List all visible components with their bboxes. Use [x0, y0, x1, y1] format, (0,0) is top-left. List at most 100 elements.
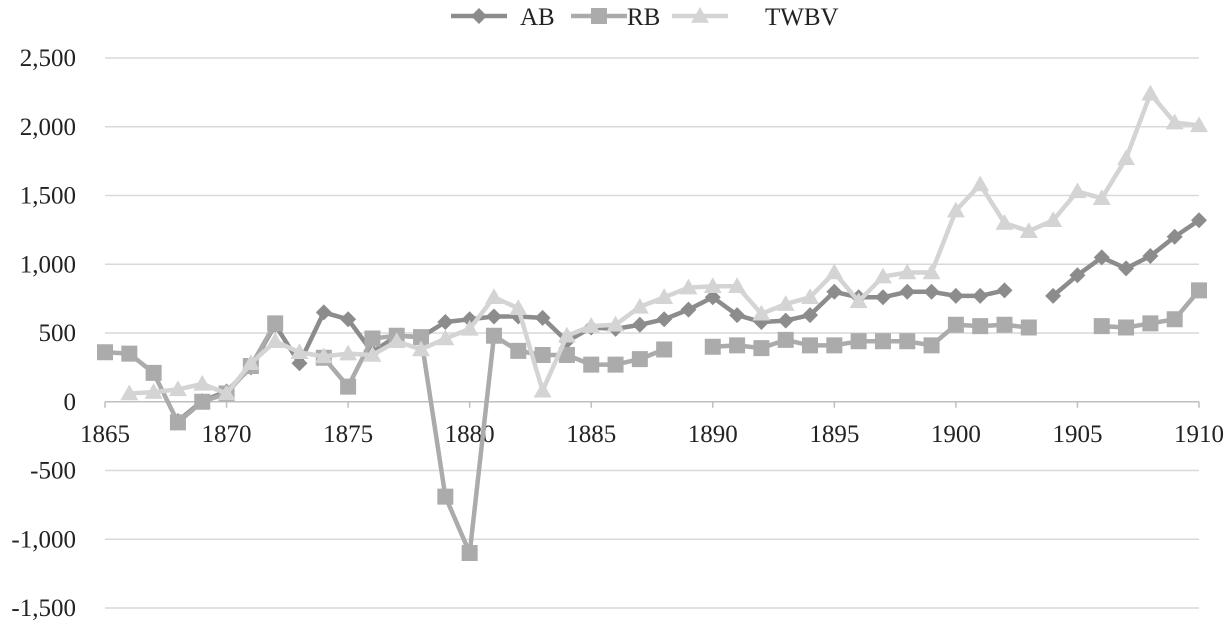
data-point-twbv	[1117, 149, 1136, 166]
data-point-twbv	[703, 277, 722, 293]
data-point-rb	[558, 347, 575, 363]
data-point-twbv	[387, 332, 406, 348]
data-point-rb	[1020, 319, 1037, 336]
data-point-rb	[656, 341, 673, 358]
x-tick-label: 1880	[445, 421, 495, 448]
x-tick-label: 1870	[202, 421, 252, 448]
data-point-twbv	[849, 292, 868, 309]
gridlines	[105, 57, 1199, 609]
data-point-rb	[874, 333, 891, 350]
data-point-rb	[461, 545, 478, 561]
data-point-rb	[267, 315, 284, 332]
data-point-rb	[607, 356, 624, 373]
data-point-twbv	[1068, 182, 1087, 199]
data-point-twbv	[217, 384, 236, 401]
data-point-rb	[850, 333, 867, 350]
x-tick-label: 1885	[566, 421, 616, 448]
data-point-ab	[1142, 248, 1159, 264]
data-point-rb	[583, 356, 600, 373]
data-point-ab	[826, 283, 843, 300]
data-point-rb	[704, 338, 721, 355]
data-point-ab	[996, 282, 1013, 299]
data-point-ab	[1118, 260, 1135, 277]
data-point-ab	[1093, 249, 1110, 266]
y-tick-label: 1,500	[20, 183, 76, 210]
data-point-twbv	[630, 297, 649, 314]
data-point-twbv	[460, 319, 479, 336]
data-point-ab	[923, 283, 940, 300]
data-point-twbv	[314, 347, 333, 364]
legend-item-rb: RB	[571, 4, 660, 31]
data-point-ab	[485, 308, 502, 325]
data-point-ab	[874, 289, 891, 306]
legend-diamond-icon	[471, 8, 487, 24]
data-point-ab	[947, 287, 964, 304]
data-point-twbv	[776, 295, 795, 311]
data-point-rb	[534, 347, 551, 363]
series-twbv	[120, 84, 1208, 401]
data-point-twbv	[484, 288, 503, 304]
data-point-rb	[121, 345, 138, 362]
data-point-twbv	[1165, 113, 1184, 130]
data-point-rb	[194, 393, 211, 410]
data-point-twbv	[412, 340, 431, 357]
data-point-ab	[1191, 212, 1207, 229]
legend-label: RB	[627, 4, 660, 31]
x-tick-label: 1895	[809, 421, 859, 448]
series-ab	[169, 212, 1207, 429]
y-tick-label: -1,500	[11, 595, 76, 622]
y-tick-label: 0	[64, 389, 77, 416]
data-point-rb	[97, 344, 113, 361]
series-rb	[97, 282, 1207, 561]
data-point-twbv	[971, 175, 990, 192]
data-point-ab	[291, 355, 308, 372]
data-point-rb	[485, 327, 502, 344]
data-point-ab	[802, 307, 819, 324]
y-tick-label: 500	[39, 320, 77, 347]
data-point-twbv	[168, 380, 187, 397]
data-point-rb	[437, 488, 454, 505]
x-tick-label: 1865	[80, 421, 130, 448]
x-axis: 1865 1870 1875 1880 1885 1890 1895 1900 1905 1910	[80, 401, 1224, 448]
data-point-ab	[972, 287, 989, 304]
data-point-rb	[1093, 318, 1110, 335]
data-point-ab	[1166, 228, 1183, 245]
data-point-ab	[899, 283, 916, 300]
x-tick-label: 1890	[688, 421, 738, 448]
data-point-ab	[729, 307, 746, 324]
x-tick-label: 1875	[323, 421, 373, 448]
data-point-twbv	[1092, 189, 1111, 205]
data-point-rb	[169, 414, 186, 431]
data-point-rb	[1118, 319, 1135, 336]
data-point-rb	[1191, 282, 1207, 299]
data-point-ab	[437, 314, 454, 330]
data-point-rb	[510, 342, 527, 359]
data-point-rb	[340, 378, 357, 395]
x-tick-label: 1900	[931, 421, 981, 448]
y-tick-label: 2,500	[20, 45, 76, 72]
data-point-rb	[777, 331, 794, 348]
data-point-rb	[631, 351, 648, 368]
data-point-twbv	[339, 344, 358, 361]
x-tick-label: 1905	[1052, 421, 1102, 448]
data-point-twbv	[1019, 222, 1038, 238]
x-tick-label: 1910	[1174, 421, 1224, 448]
data-point-twbv	[995, 214, 1014, 230]
data-point-twbv	[436, 329, 455, 346]
legend-item-ab: AB	[451, 4, 555, 31]
data-point-rb	[826, 337, 843, 354]
data-point-rb	[145, 364, 162, 381]
data-point-rb	[1142, 315, 1159, 332]
data-point-rb	[364, 330, 381, 347]
data-series	[97, 84, 1208, 561]
data-point-twbv	[898, 263, 917, 280]
data-point-twbv	[873, 267, 892, 284]
data-point-ab	[534, 309, 551, 326]
legend-square-icon	[591, 8, 607, 24]
legend: AB RB TWBV	[451, 4, 839, 31]
data-point-twbv	[679, 278, 698, 295]
legend-label: AB	[520, 4, 555, 31]
data-point-ab	[777, 312, 794, 329]
data-point-twbv	[557, 326, 576, 343]
